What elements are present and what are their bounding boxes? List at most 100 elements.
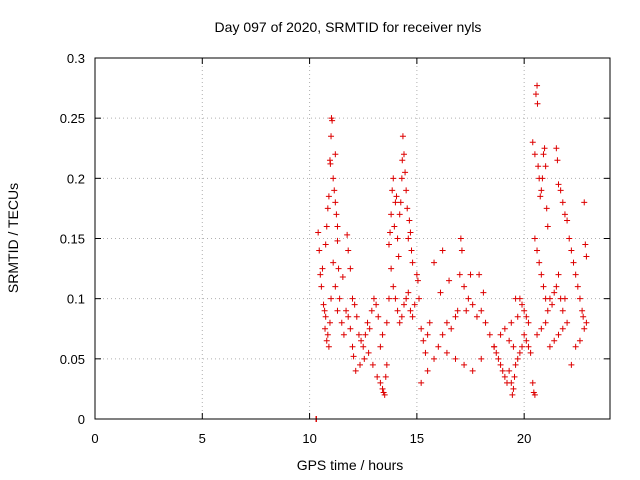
data-point: [579, 307, 586, 314]
y-tick-label: 0.2: [67, 171, 85, 186]
data-point: [327, 160, 334, 167]
data-point: [540, 151, 547, 158]
data-point: [531, 391, 538, 398]
data-point: [358, 337, 365, 344]
data-point: [506, 367, 513, 374]
data-point: [393, 193, 400, 200]
data-point: [401, 301, 407, 308]
y-tick-label: 0.05: [60, 352, 85, 367]
data-point: [424, 367, 431, 374]
data-point: [499, 367, 506, 374]
data-point: [398, 313, 405, 320]
data-point: [403, 187, 410, 194]
data-point: [398, 175, 405, 182]
data-point: [521, 331, 528, 338]
data-point: [334, 307, 341, 314]
y-tick-label: 0.3: [67, 51, 85, 66]
data-point: [572, 343, 579, 350]
data-point: [581, 325, 588, 332]
data-point: [322, 313, 329, 320]
data-point: [379, 331, 386, 338]
data-point: [401, 151, 407, 158]
data-point: [448, 325, 455, 332]
data-point: [482, 319, 489, 326]
data-point: [461, 361, 468, 368]
y-axis-label: SRMTID / TECUs: [5, 183, 21, 293]
data-point: [334, 223, 341, 230]
data-point: [491, 343, 498, 350]
data-point: [576, 295, 583, 302]
data-point: [336, 295, 343, 302]
data-point: [350, 353, 357, 360]
data-point: [416, 295, 423, 302]
data-point: [553, 283, 560, 290]
data-point: [543, 205, 550, 212]
data-point: [323, 223, 330, 230]
data-point: [542, 163, 549, 170]
data-point: [559, 307, 566, 314]
data-point: [561, 295, 568, 302]
data-point: [375, 313, 382, 320]
data-point: [570, 259, 577, 266]
data-point: [330, 175, 337, 182]
data-point: [542, 319, 549, 326]
data-point: [418, 379, 425, 386]
x-tick-label: 0: [91, 431, 98, 446]
data-point: [532, 91, 539, 98]
x-tick-label: 5: [199, 431, 206, 446]
data-point: [555, 271, 562, 278]
data-point: [325, 343, 332, 350]
data-point: [443, 349, 450, 356]
data-point: [514, 313, 521, 320]
data-point: [411, 301, 418, 308]
data-point: [512, 361, 519, 368]
data-point: [534, 100, 541, 107]
data-point: [555, 331, 562, 338]
data-point: [392, 295, 399, 302]
data-point: [553, 145, 560, 152]
data-point: [452, 355, 459, 362]
data-point: [551, 337, 558, 344]
data-point: [391, 223, 398, 230]
y-tick-label: 0: [78, 412, 85, 427]
data-point: [476, 271, 483, 278]
data-point: [344, 231, 351, 238]
x-tick-label: 15: [410, 431, 424, 446]
data-point: [349, 295, 356, 302]
data-point: [554, 157, 561, 164]
data-point: [409, 259, 416, 266]
data-point: [319, 265, 326, 272]
data-point: [422, 349, 429, 356]
chart-title: Day 097 of 2020, SRMTID for receiver nyl…: [215, 19, 482, 35]
data-point: [583, 253, 590, 260]
data-point: [396, 319, 403, 326]
y-tick-label: 0.1: [67, 292, 85, 307]
data-point: [519, 301, 526, 308]
data-point: [373, 301, 380, 308]
data-point: [572, 271, 579, 278]
data-point: [402, 169, 409, 176]
data-point: [338, 319, 345, 326]
data-point: [458, 247, 465, 254]
data-point: [486, 331, 493, 338]
data-point: [564, 217, 571, 224]
data-point: [328, 295, 335, 302]
data-point: [345, 313, 352, 320]
data-point: [407, 229, 414, 236]
axis-ticks: [94, 57, 610, 420]
data-point: [519, 343, 526, 350]
data-point: [480, 289, 487, 296]
data-point: [439, 331, 446, 338]
data-point: [413, 271, 420, 278]
data-point: [538, 187, 545, 194]
data-point: [508, 379, 515, 386]
data-point: [317, 271, 324, 278]
data-point: [390, 175, 397, 182]
data-point: [328, 133, 335, 140]
data-point: [377, 379, 384, 386]
data-point: [385, 295, 392, 302]
data-point: [538, 271, 545, 278]
data-point: [437, 289, 444, 296]
data-point: [426, 319, 433, 326]
